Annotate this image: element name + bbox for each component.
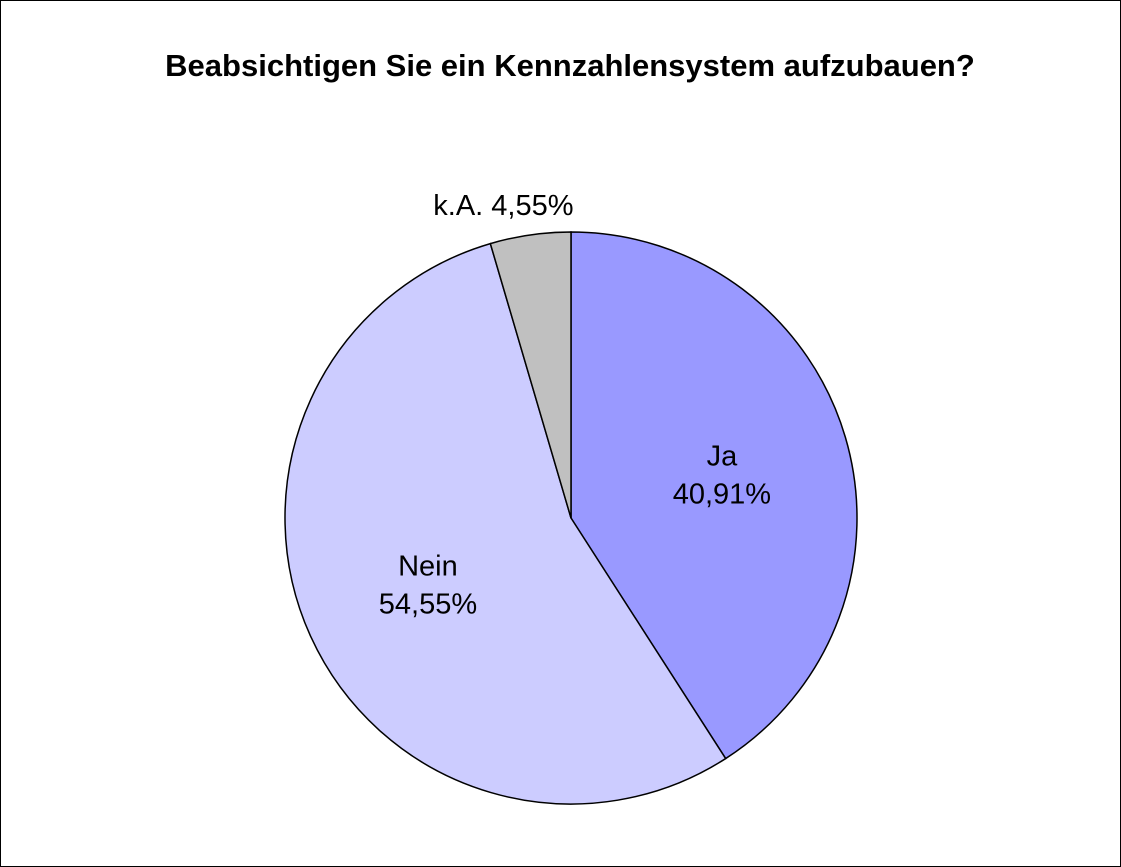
chart-title: Beabsichtigen Sie ein Kennzahlensystem a… [165,48,975,83]
slice-value-label: 54,55% [379,588,477,620]
pie-slice [284,242,727,805]
slice-category: Nein [398,550,458,582]
slice-category: k.A. [433,190,483,222]
pie-slice [489,231,572,519]
slice-value-label: 40,91% [673,479,771,511]
slice-value-label: 4,55% [483,190,573,222]
pie-slice [570,231,858,760]
slice-category: Ja [707,441,739,473]
slice-label: k.A. 4,55% [433,190,573,222]
